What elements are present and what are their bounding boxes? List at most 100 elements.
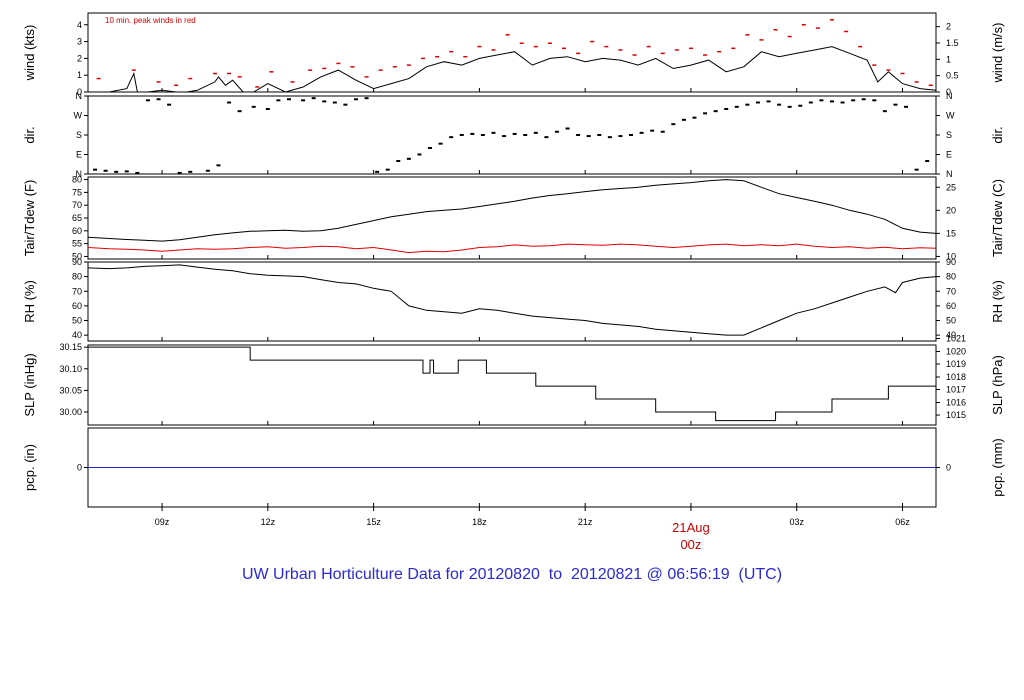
ylabel-rh: RH (%) <box>22 280 37 323</box>
ytick-label-temp: 50 <box>72 251 82 261</box>
wind-direction-mark <box>851 99 856 102</box>
wind-direction-mark <box>480 134 485 136</box>
wind-direction-mark <box>703 112 708 115</box>
ytick-right-label-slp: 1019 <box>946 359 966 369</box>
ylabel-right-rh: RH (%) <box>990 280 1005 323</box>
x-tick-label: 18z <box>472 517 487 527</box>
wind-direction-mark <box>103 169 108 172</box>
ytick-right-label-pcp: 0 <box>946 463 951 473</box>
wind-direction-mark <box>188 170 193 173</box>
ytick-label-dir: E <box>76 150 82 160</box>
wind-direction-mark <box>533 131 538 134</box>
wind-direction-mark <box>671 123 676 126</box>
wind-direction-mark <box>777 103 782 106</box>
wind-direction-mark <box>597 134 602 136</box>
wind-direction-mark <box>872 99 877 102</box>
ytick-right-label-temp: 20 <box>946 205 956 215</box>
wind-direction-mark <box>512 132 517 135</box>
wind-direction-mark <box>544 136 549 139</box>
ytick-label-wind: 1 <box>77 70 82 80</box>
wind-direction-mark <box>167 103 172 106</box>
wind-direction-mark <box>861 98 866 101</box>
wind-direction-mark <box>734 105 739 108</box>
ytick-right-label-rh: 70 <box>946 286 956 296</box>
ytick-label-temp: 70 <box>72 200 82 210</box>
wind-direction-mark <box>438 142 443 145</box>
wind-direction-mark <box>491 131 496 134</box>
ylabel-right-wind: wind (m/s) <box>990 23 1005 84</box>
ytick-label-slp: 30.05 <box>59 385 82 395</box>
ytick-label-temp: 60 <box>72 226 82 236</box>
series-temp-tair <box>87 179 937 242</box>
wind-direction-mark <box>914 168 919 171</box>
wind-direction-mark <box>787 105 792 108</box>
wind-direction-mark <box>364 97 369 100</box>
footer-end-date: 20120821 <box>571 566 643 583</box>
wind-direction-mark <box>177 171 182 174</box>
ytick-label-temp: 65 <box>72 213 82 223</box>
ytick-label-slp: 30.10 <box>59 364 82 374</box>
ytick-label-wind: 0 <box>77 87 82 97</box>
wind-direction-mark <box>93 168 98 171</box>
wind-direction-mark <box>286 98 291 101</box>
wind-direction-mark <box>216 164 221 167</box>
x-tick-label: 12z <box>261 517 276 527</box>
ytick-label-temp: 80 <box>72 175 82 185</box>
wind-direction-mark <box>459 134 464 136</box>
ytick-right-label-wind: 0 <box>946 87 951 97</box>
wind-direction-mark <box>650 129 655 132</box>
ytick-label-rh: 40 <box>72 330 82 340</box>
ytick-right-label-temp: 10 <box>946 251 956 261</box>
wind-direction-mark <box>819 99 824 102</box>
panel-frame-rh <box>87 261 937 342</box>
wind-direction-mark <box>265 108 270 110</box>
wind-direction-mark <box>311 97 316 100</box>
ytick-right-label-rh: 90 <box>946 257 956 267</box>
wind-direction-mark <box>276 99 281 102</box>
wind-direction-mark <box>523 134 528 136</box>
wind-direction-mark <box>406 157 411 160</box>
panel-frame-wind <box>87 12 937 93</box>
x-tick-label: 03z <box>789 517 804 527</box>
ytick-right-label-wind: 2 <box>946 22 951 32</box>
wind-direction-mark <box>502 135 507 138</box>
wind-direction-mark <box>607 136 612 139</box>
x-tick-label: 06z <box>895 517 910 527</box>
wind-direction-mark <box>227 101 232 104</box>
wind-direction-mark <box>156 98 161 101</box>
ytick-label-wind: 4 <box>77 20 82 30</box>
series-temp-tdew <box>87 243 937 254</box>
ytick-right-label-slp: 1021 <box>946 334 966 344</box>
ytick-label-dir: S <box>76 130 82 140</box>
ytick-right-label-wind: 1.5 <box>946 38 959 48</box>
panel-frame-dir <box>87 95 937 175</box>
wind-direction-mark <box>343 103 348 106</box>
ylabel-right-dir: dir. <box>990 126 1005 143</box>
wind-direction-mark <box>745 103 750 106</box>
wind-direction-mark <box>428 147 433 149</box>
wind-direction-mark <box>114 170 119 173</box>
ytick-label-rh: 50 <box>72 316 82 326</box>
series-rh-0 <box>87 264 937 336</box>
wind-direction-mark <box>681 118 686 121</box>
wind-direction-mark <box>576 134 581 136</box>
x-tick-label: 09z <box>155 517 170 527</box>
ytick-right-label-dir: W <box>946 111 955 121</box>
ytick-right-label-slp: 1020 <box>946 346 966 356</box>
ytick-label-temp: 55 <box>72 239 82 249</box>
ytick-label-rh: 60 <box>72 301 82 311</box>
wind-direction-mark <box>755 101 760 104</box>
wind-direction-mark <box>925 160 930 162</box>
wind-direction-mark <box>882 110 887 113</box>
ylabel-right-pcp: pcp. (mm) <box>990 438 1005 497</box>
x-tick-label: 21z <box>578 517 593 527</box>
wind-direction-mark <box>301 99 306 102</box>
ytick-label-wind: 3 <box>77 37 82 47</box>
ytick-right-label-temp: 15 <box>946 228 956 238</box>
footer-time: @ 06:56:19 <box>646 566 730 583</box>
wind-direction-mark <box>766 100 771 103</box>
ytick-right-label-dir: N <box>946 169 953 179</box>
wind-direction-mark <box>396 160 401 162</box>
ytick-right-label-rh: 60 <box>946 301 956 311</box>
wind-direction-mark <box>629 134 634 136</box>
